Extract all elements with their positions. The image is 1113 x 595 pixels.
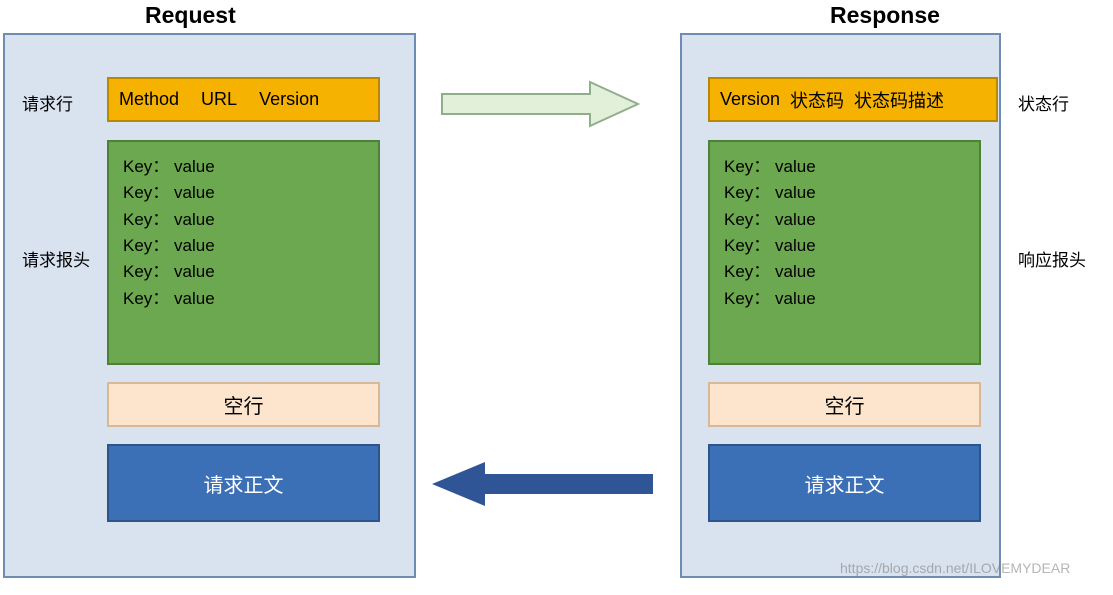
kv-row: Key： value <box>123 233 364 259</box>
kv-row: Key： value <box>123 286 364 312</box>
label-request-headers: 请求报头 <box>22 246 90 271</box>
kv-row: Key： value <box>123 207 364 233</box>
label-request-line: 请求行 <box>22 90 73 115</box>
request-empty-line: 空行 <box>107 382 380 427</box>
arrow-back-icon <box>430 460 655 508</box>
request-body: 请求正文 <box>107 444 380 522</box>
req-url: URL <box>201 89 237 110</box>
res-code: 状态码 <box>790 87 844 113</box>
response-headers: Key： valueKey： valueKey： valueKey： value… <box>708 140 981 365</box>
res-desc: 状态码描述 <box>854 87 944 113</box>
kv-row: Key： value <box>123 154 364 180</box>
kv-row: Key： value <box>724 259 965 285</box>
kv-row: Key： value <box>123 180 364 206</box>
label-response-line: 状态行 <box>1018 90 1069 115</box>
kv-row: Key： value <box>724 286 965 312</box>
request-first-line: Method URL Version <box>107 77 380 122</box>
arrow-forward-icon <box>440 80 640 128</box>
kv-row: Key： value <box>724 233 965 259</box>
req-method: Method <box>119 89 179 110</box>
arrow-forward-shape <box>442 82 638 126</box>
response-empty-line: 空行 <box>708 382 981 427</box>
watermark: https://blog.csdn.net/ILOVEMYDEAR <box>840 560 1070 576</box>
request-title: Request <box>145 2 236 29</box>
kv-row: Key： value <box>123 259 364 285</box>
response-title: Response <box>830 2 940 29</box>
req-version: Version <box>259 89 319 110</box>
response-body: 请求正文 <box>708 444 981 522</box>
kv-row: Key： value <box>724 154 965 180</box>
res-version: Version <box>720 89 780 110</box>
arrow-back-shape <box>432 462 653 506</box>
label-response-headers: 响应报头 <box>1018 246 1086 271</box>
kv-row: Key： value <box>724 180 965 206</box>
response-first-line: Version 状态码 状态码描述 <box>708 77 998 122</box>
kv-row: Key： value <box>724 207 965 233</box>
request-headers: Key： valueKey： valueKey： valueKey： value… <box>107 140 380 365</box>
